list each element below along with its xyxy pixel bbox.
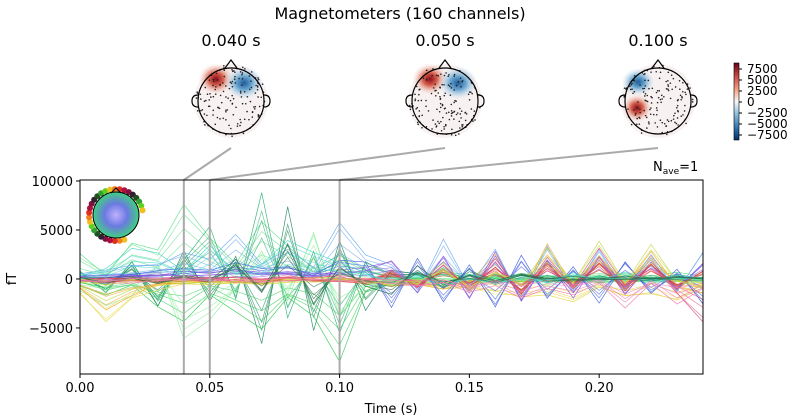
nave-label: Nave=1 bbox=[653, 160, 698, 177]
colorbar-tick-label: −2500 bbox=[747, 106, 788, 120]
x-tick-label: 0.00 bbox=[66, 381, 95, 396]
topomap-connector bbox=[339, 147, 659, 181]
axes-frame bbox=[79, 179, 704, 375]
colorbar-tick-label: 5000 bbox=[747, 73, 778, 87]
y-tick-label: 10000 bbox=[32, 175, 73, 190]
x-tick-label: 0.20 bbox=[585, 381, 614, 396]
y-axis-label: fT bbox=[5, 273, 20, 286]
x-tick-label: 0.15 bbox=[455, 381, 484, 396]
colorbar-tick-label: 2500 bbox=[747, 84, 778, 98]
y-tick-label: −5000 bbox=[29, 322, 73, 337]
colorbar-tick-label: 7500 bbox=[747, 62, 778, 76]
traces bbox=[80, 192, 703, 363]
topomap-time-label: 0.040 s bbox=[201, 31, 260, 50]
topomap-time-label: 0.100 s bbox=[628, 31, 687, 50]
figure-title: Magnetometers (160 channels) bbox=[274, 4, 525, 23]
colorbar-tick-label: 0 bbox=[747, 95, 755, 109]
y-tick-label: 5000 bbox=[40, 224, 73, 239]
topomap-connector bbox=[209, 147, 446, 181]
topomap-2: 0.100 s bbox=[618, 31, 698, 138]
topomap-1: 0.050 s bbox=[405, 31, 485, 138]
y-tick-label: 0 bbox=[65, 273, 73, 288]
topomap-connector bbox=[183, 147, 232, 181]
sensor-color-legend bbox=[86, 186, 146, 244]
colorbar-tick-label: −5000 bbox=[747, 117, 788, 131]
topomap-time-label: 0.050 s bbox=[415, 31, 474, 50]
x-axis-label: Time (s) bbox=[364, 402, 418, 417]
topomap-0: 0.040 s bbox=[191, 31, 271, 138]
colorbar-tick-label: −7500 bbox=[747, 128, 788, 142]
x-tick-label: 0.10 bbox=[325, 381, 354, 396]
x-tick-label: 0.05 bbox=[195, 381, 224, 396]
